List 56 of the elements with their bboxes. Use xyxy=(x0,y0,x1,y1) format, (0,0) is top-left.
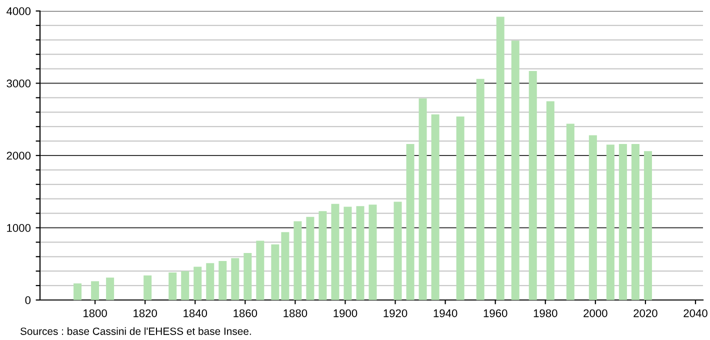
bar xyxy=(431,114,440,300)
x-tick-label: 1900 xyxy=(334,309,358,318)
source-note: Sources : base Cassini de l'EHESS et base Insee. xyxy=(20,327,251,335)
x-tick-label: 1800 xyxy=(84,309,107,318)
bar xyxy=(206,263,214,300)
x-tick-label: 2000 xyxy=(584,309,608,318)
x-tick-label: 1980 xyxy=(534,309,558,318)
bar xyxy=(618,144,627,300)
x-tick-label: 1860 xyxy=(234,309,258,318)
x-tick-label: 2020 xyxy=(634,309,658,318)
bar xyxy=(588,135,597,300)
bar xyxy=(511,40,520,300)
x-tick-label: 1920 xyxy=(384,309,408,318)
bar xyxy=(406,144,414,300)
bar xyxy=(418,98,427,300)
bar xyxy=(194,266,202,300)
bar xyxy=(181,271,190,300)
bar xyxy=(144,275,152,300)
bar xyxy=(344,206,352,300)
bar xyxy=(368,204,377,300)
x-tick-label: 1840 xyxy=(184,309,208,318)
x-tick-label: 2040 xyxy=(684,309,708,318)
bar xyxy=(106,278,114,300)
y-tick-label: 2000 xyxy=(6,152,31,160)
y-tick-label: 1000 xyxy=(7,224,31,232)
bar xyxy=(91,281,100,300)
bar xyxy=(496,16,504,300)
bar xyxy=(546,101,554,300)
bar xyxy=(294,221,302,300)
bar xyxy=(256,240,264,300)
bar xyxy=(218,260,227,300)
bar xyxy=(476,78,484,300)
bar xyxy=(231,258,240,300)
bar xyxy=(306,216,314,300)
x-tick-label: 1820 xyxy=(134,309,158,318)
bar xyxy=(644,151,652,300)
bar xyxy=(244,253,252,300)
y-tick-label: 3000 xyxy=(6,80,31,88)
bar xyxy=(456,116,464,300)
bar xyxy=(74,283,82,300)
bar xyxy=(631,144,640,300)
bar xyxy=(394,202,402,300)
bar xyxy=(168,272,177,300)
bar xyxy=(331,204,340,300)
x-tick-label: 1960 xyxy=(484,309,508,318)
x-tick-label: 1940 xyxy=(434,309,458,318)
bar xyxy=(281,232,290,300)
y-tick-label: 4000 xyxy=(6,7,31,16)
y-tick-label: 0 xyxy=(25,296,31,304)
bar xyxy=(271,244,280,300)
bar xyxy=(318,211,327,300)
bar xyxy=(566,124,574,300)
bar xyxy=(356,206,364,300)
bar xyxy=(606,144,614,300)
x-tick-label: 1880 xyxy=(284,309,308,318)
bar xyxy=(528,70,537,300)
